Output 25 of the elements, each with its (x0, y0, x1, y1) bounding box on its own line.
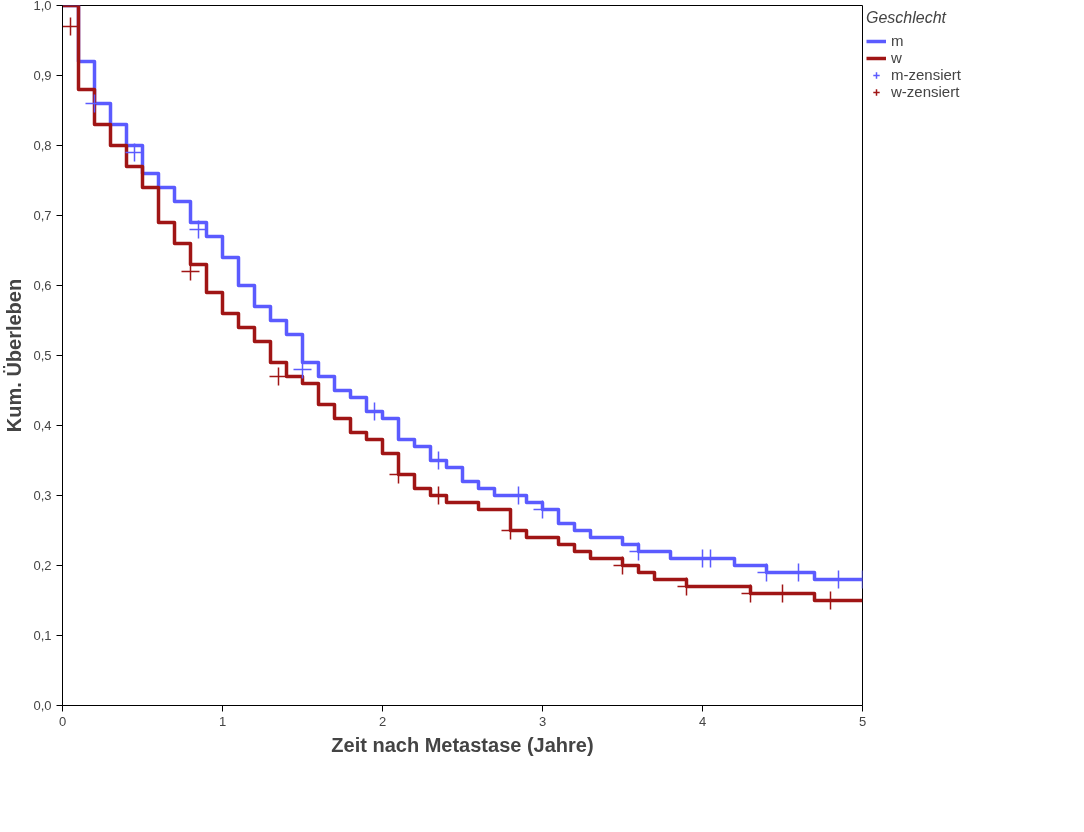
legend-label: m-zensiert (891, 66, 962, 83)
y-axis-title: Kum. Überleben (3, 278, 26, 433)
x-tick-label: 0 (58, 713, 67, 729)
y-tick-label: 0,4 (33, 418, 52, 433)
y-tick-label: 0,9 (33, 68, 52, 83)
legend-title: Geschlecht (866, 9, 948, 27)
y-tick-label: 0,5 (33, 348, 52, 363)
y-tick-label: 1,0 (33, 0, 52, 13)
point (268, 366, 289, 387)
x-tick-label: 4 (698, 713, 707, 729)
y-tick-label: 0,3 (33, 488, 52, 503)
y-tick-label: 0,6 (33, 278, 52, 293)
y-tick-label: 0,8 (33, 138, 52, 153)
legend-label: w (891, 49, 903, 66)
y-tick-label: 0,2 (33, 558, 52, 573)
y-tick-label: 0,7 (33, 208, 52, 223)
x-tick-label: 1 (218, 713, 227, 729)
legend-label: w-zensiert (891, 83, 960, 100)
y-tick-label: 0,0 (33, 698, 52, 713)
legend-label: m (891, 32, 905, 49)
x-axis-title: Zeit nach Metastase (Jahre) (331, 733, 594, 756)
y-tick-label: 0,1 (33, 628, 52, 643)
x-tick-label: 5 (858, 713, 867, 729)
x-tick-label: 2 (378, 713, 387, 729)
x-tick-label: 3 (538, 713, 547, 729)
